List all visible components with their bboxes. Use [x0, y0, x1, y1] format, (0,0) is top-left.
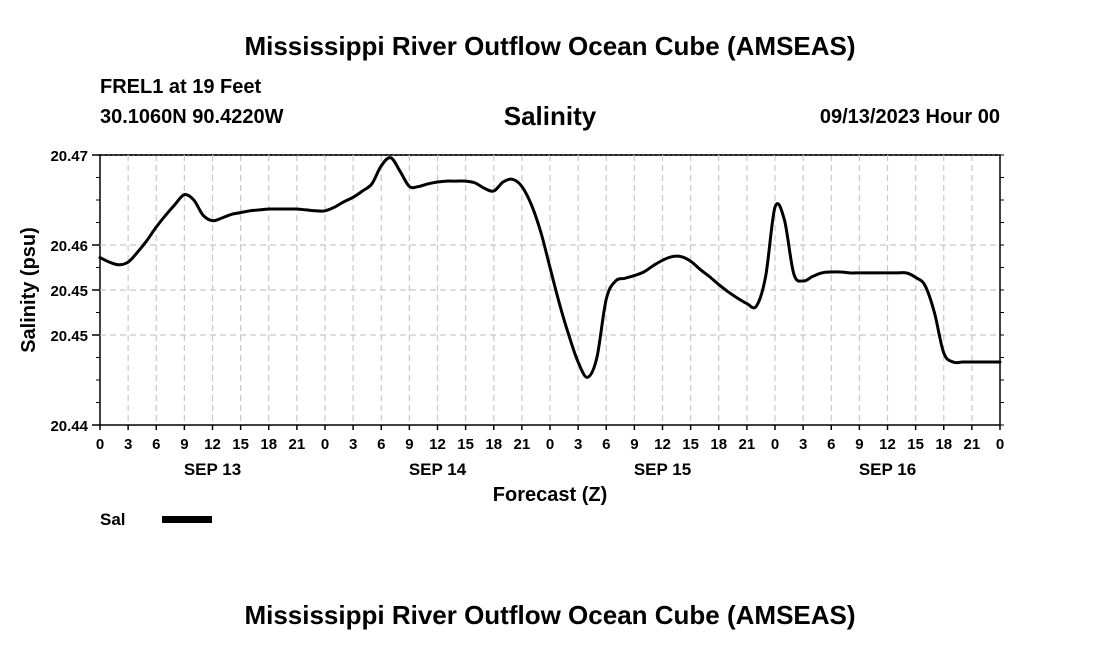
- main-title: Mississippi River Outflow Ocean Cube (AM…: [244, 31, 856, 61]
- datetime-label: 09/13/2023 Hour 00: [819, 106, 1000, 128]
- series-line-salinity: [98, 156, 1002, 379]
- x-tick-label: 15: [682, 436, 699, 453]
- x-tick-label: 18: [710, 436, 727, 453]
- legend-swatch: [162, 516, 212, 523]
- x-tick-label: 9: [855, 436, 863, 453]
- y-tick-label: 20.44: [50, 418, 88, 435]
- x-tick-label: 3: [574, 436, 582, 453]
- x-tick-label: 0: [546, 436, 554, 453]
- y-tick-label: 20.47: [50, 148, 88, 165]
- station-label: FREL1 at 19 Feet: [100, 76, 262, 98]
- y-tick-label: 20.45: [50, 328, 88, 345]
- chart-title: Salinity: [503, 101, 597, 131]
- x-tick-label: 9: [180, 436, 188, 453]
- x-tick-label: 9: [630, 436, 638, 453]
- x-tick-label: 18: [935, 436, 952, 453]
- y-tick-label: 20.45: [50, 283, 88, 300]
- x-tick-label: 18: [485, 436, 502, 453]
- x-tick-label: 9: [405, 436, 413, 453]
- x-tick-label: 15: [457, 436, 474, 453]
- x-tick-label: 21: [514, 436, 531, 453]
- x-tick-label: 6: [602, 436, 610, 453]
- x-tick-label: 0: [96, 436, 104, 453]
- x-tick-label: 12: [204, 436, 221, 453]
- date-label: SEP 13: [184, 460, 241, 479]
- x-axis-label: Forecast (Z): [493, 484, 607, 506]
- x-tick-label: 6: [827, 436, 835, 453]
- x-tick-label: 15: [907, 436, 924, 453]
- x-tick-label: 0: [771, 436, 779, 453]
- footer-title: Mississippi River Outflow Ocean Cube (AM…: [244, 600, 856, 630]
- date-label: SEP 15: [634, 460, 691, 479]
- x-tick-label: 6: [377, 436, 385, 453]
- x-tick-label: 15: [232, 436, 249, 453]
- date-label: SEP 14: [409, 460, 467, 479]
- x-tick-label: 0: [996, 436, 1004, 453]
- legend-label: Sal: [100, 510, 126, 529]
- date-label: SEP 16: [859, 460, 916, 479]
- x-tick-label: 0: [321, 436, 329, 453]
- x-tick-label: 6: [152, 436, 160, 453]
- x-tick-label: 12: [429, 436, 446, 453]
- x-tick-label: 12: [879, 436, 896, 453]
- y-tick-label: 20.46: [50, 238, 88, 255]
- x-tick-label: 3: [799, 436, 807, 453]
- coordinates-label: 30.1060N 90.4220W: [100, 106, 284, 128]
- x-tick-label: 3: [124, 436, 132, 453]
- x-tick-label: 21: [964, 436, 981, 453]
- x-tick-label: 21: [739, 436, 756, 453]
- x-tick-label: 21: [289, 436, 306, 453]
- x-tick-label: 3: [349, 436, 357, 453]
- x-tick-label: 12: [654, 436, 671, 453]
- y-axis-label: Salinity (psu): [18, 227, 40, 353]
- x-tick-label: 18: [260, 436, 277, 453]
